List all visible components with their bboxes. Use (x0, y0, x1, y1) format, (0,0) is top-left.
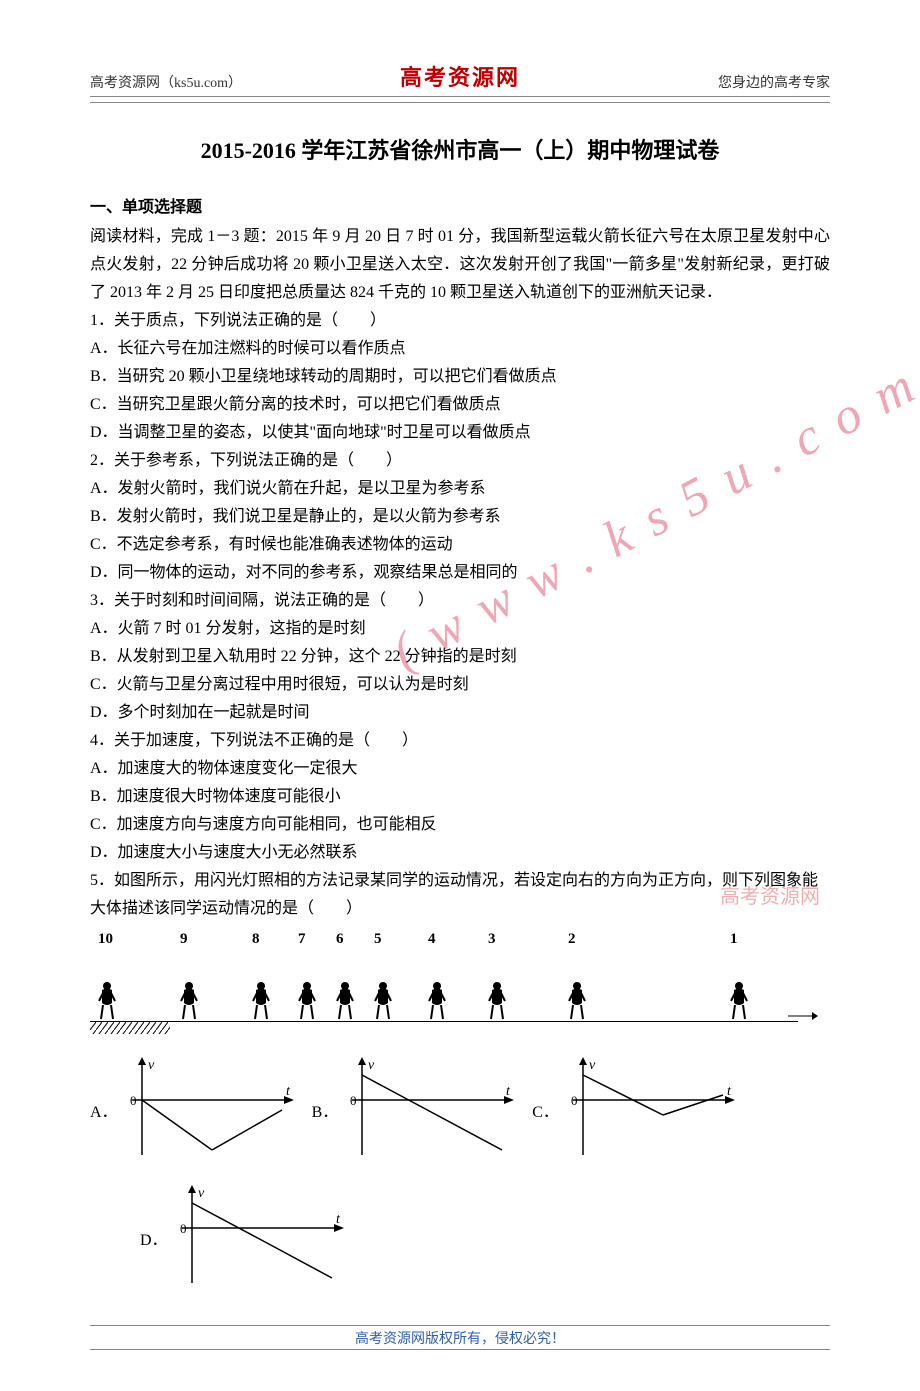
svg-text:v: v (198, 1186, 205, 1201)
page: ( w w w . k s 5 u . c o m ) 高考资源网 高考资源网（… (0, 0, 920, 1391)
strobe-person-icon (428, 981, 446, 1021)
footer-rule (90, 1349, 830, 1351)
strobe-label: 1 (730, 931, 738, 948)
svg-text:0: 0 (180, 1221, 187, 1236)
direction-arrow-icon (788, 1009, 818, 1027)
svg-text:t: t (336, 1212, 341, 1227)
graph-b: v t 0 (342, 1055, 522, 1165)
q4-option-d: D．加速度大小与速度大小无必然联系 (90, 839, 830, 867)
strobe-person-icon (298, 981, 316, 1021)
q4-option-a: A．加速度大的物体速度变化一定很大 (90, 755, 830, 783)
header-rule (90, 101, 830, 103)
strobe-label: 7 (298, 931, 306, 948)
q1-option-d: D．当调整卫星的姿态，以使其"面向地球"时卫星可以看做质点 (90, 419, 830, 447)
q1-option-a: A．长征六号在加注燃料的时候可以看作质点 (90, 335, 830, 363)
strobe-person-icon (730, 981, 748, 1021)
q5-option-b-label: B． (312, 1098, 339, 1122)
strobe-person-icon (374, 981, 392, 1021)
strobe-label: 2 (568, 931, 576, 948)
q4-option-c: C．加速度方向与速度方向可能相同，也可能相反 (90, 811, 830, 839)
header-right: 您身边的高考专家 (583, 72, 830, 92)
q5-options-row: A． v t 0 B． v t (90, 1055, 830, 1173)
q5-option-a: A． v t 0 (90, 1055, 302, 1165)
header-left: 高考资源网（ks5u.com） (90, 72, 337, 92)
strobe-person-icon (98, 981, 116, 1021)
strobe-label: 4 (428, 931, 436, 948)
strobe-label: 10 (98, 931, 113, 948)
page-footer: 高考资源网版权所有，侵权必究！ (90, 1325, 830, 1348)
q2-option-b: B．发射火箭时，我们说卫星是静止的，是以火箭为参考系 (90, 503, 830, 531)
q5-option-a-label: A． (90, 1098, 118, 1122)
q5-option-d-label: D． (140, 1226, 168, 1250)
hatching-ground (90, 1022, 830, 1040)
q2-option-d: D．同一物体的运动，对不同的参考系，观察结果总是相同的 (90, 559, 830, 587)
q1-stem: 1．关于质点，下列说法正确的是（ ） (90, 307, 830, 335)
q3-option-d: D．多个时刻加在一起就是时间 (90, 699, 830, 727)
strobe-label: 9 (180, 931, 188, 948)
strobe-person-icon (568, 981, 586, 1021)
svg-text:v: v (148, 1058, 155, 1073)
graph-d: v t 0 (172, 1183, 352, 1293)
svg-text:t: t (506, 1084, 511, 1099)
q5-stem: 5．如图所示，用闪光灯照相的方法记录某同学的运动情况，若设定向右的方向为正方向，… (90, 867, 830, 923)
svg-text:t: t (727, 1084, 732, 1099)
q2-option-a: A．发射火箭时，我们说火箭在升起，是以卫星为参考系 (90, 475, 830, 503)
page-header: 高考资源网（ks5u.com） 高考资源网 您身边的高考专家 (90, 60, 830, 97)
q4-stem: 4．关于加速度，下列说法不正确的是（ ） (90, 727, 830, 755)
graph-a: v t 0 (122, 1055, 302, 1165)
q5-options-row-2: D． v t 0 (90, 1183, 830, 1301)
strobe-label: 5 (374, 931, 382, 948)
header-center-brand: 高考资源网 (337, 60, 584, 92)
q3-option-c: C．火箭与卫星分离过程中用时很短，可以认为是时刻 (90, 671, 830, 699)
q5-option-b: B． v t 0 (312, 1055, 523, 1165)
q3-stem: 3．关于时刻和时间间隔，说法正确的是（ ） (90, 587, 830, 615)
strobe-label: 6 (336, 931, 344, 948)
q5-figure: 10 9 8 7 (90, 931, 830, 1301)
q3-option-b: B．从发射到卫星入轨用时 22 分钟，这个 22 分钟指的是时刻 (90, 643, 830, 671)
svg-text:0: 0 (130, 1093, 137, 1108)
section-heading-1: 一、单项选择题 (90, 193, 830, 217)
strobe-diagram: 10 9 8 7 (90, 931, 798, 1022)
q5-option-c-label: C． (532, 1098, 559, 1122)
svg-text:0: 0 (571, 1093, 578, 1108)
q4-option-b: B．加速度很大时物体速度可能很小 (90, 783, 830, 811)
strobe-label: 3 (488, 931, 496, 948)
svg-text:t: t (286, 1084, 291, 1099)
q3-option-a: A．火箭 7 时 01 分发射，这指的是时刻 (90, 615, 830, 643)
q5-option-d: D． v t 0 (140, 1183, 352, 1293)
strobe-label: 8 (252, 931, 260, 948)
svg-text:v: v (589, 1058, 596, 1073)
strobe-person-icon (180, 981, 198, 1021)
reading-intro: 阅读材料，完成 1－3 题：2015 年 9 月 20 日 7 时 01 分，我… (90, 223, 830, 307)
q2-stem: 2．关于参考系，下列说法正确的是（ ） (90, 447, 830, 475)
svg-text:v: v (368, 1058, 375, 1073)
exam-title: 2015-2016 学年江苏省徐州市高一（上）期中物理试卷 (90, 133, 830, 165)
q1-option-b: B．当研究 20 颗小卫星绕地球转动的周期时，可以把它们看做质点 (90, 363, 830, 391)
svg-text:0: 0 (350, 1093, 357, 1108)
q1-option-c: C．当研究卫星跟火箭分离的技术时，可以把它们看做质点 (90, 391, 830, 419)
strobe-person-icon (336, 981, 354, 1021)
strobe-person-icon (488, 981, 506, 1021)
q2-option-c: C．不选定参考系，有时候也能准确表述物体的运动 (90, 531, 830, 559)
strobe-person-icon (252, 981, 270, 1021)
q5-option-c: C． v t 0 (532, 1055, 743, 1165)
graph-c: v t 0 (563, 1055, 743, 1165)
